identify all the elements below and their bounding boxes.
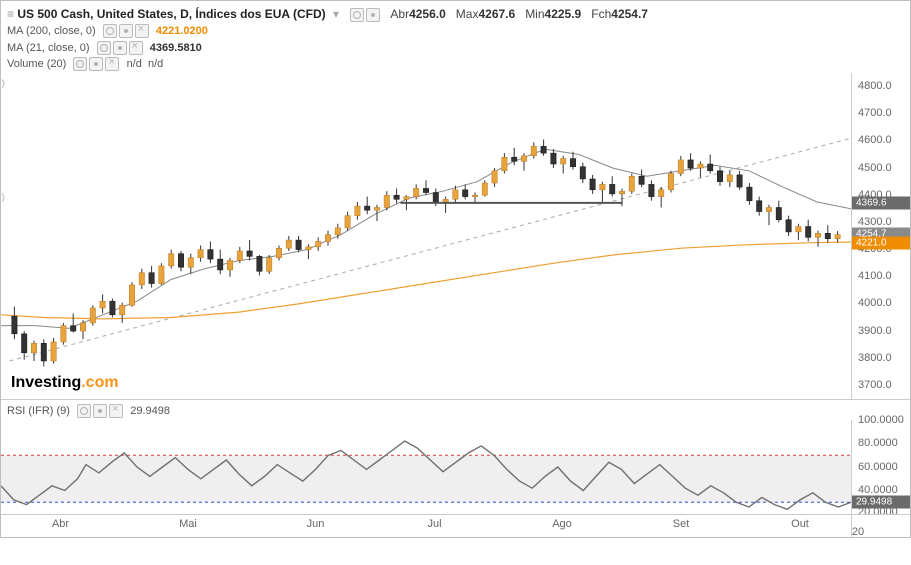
- menu-icon[interactable]: ≡: [7, 7, 14, 21]
- rsi-header: RSI (IFR) (9) 29.9498: [1, 399, 910, 420]
- indicator-volume-label: Volume (20): [7, 58, 66, 70]
- chart-header: ≡ US 500 Cash, United States, D, Índices…: [1, 1, 910, 73]
- main-chart-row: Investing.com 3700.0 3800.0 3900.0 4000.0 41…: [1, 73, 910, 399]
- investing-logo: Investing.com: [11, 373, 131, 393]
- rsi-ytick: 80.0000: [858, 437, 898, 449]
- rsi-ytick: 40.0000: [858, 484, 898, 496]
- indicator-ma21-value: 4369.5810: [150, 42, 202, 54]
- indicator-ma21-label: MA (21, close, 0): [7, 42, 90, 54]
- close-icon[interactable]: [109, 404, 123, 418]
- gear-icon[interactable]: [93, 404, 107, 418]
- symbol-title: US 500 Cash, United States, D, Índices d…: [17, 7, 325, 21]
- ytick: 4700.0: [858, 107, 892, 119]
- xtick: Jul: [427, 518, 441, 530]
- indicator-volume-value: n/d: [127, 58, 142, 70]
- close-icon[interactable]: [135, 24, 149, 38]
- price-pill: 4369.6: [852, 197, 910, 210]
- title-line: ≡ US 500 Cash, United States, D, Índices…: [7, 5, 904, 23]
- xtick: Ago: [552, 518, 572, 530]
- xtick: Abr: [52, 518, 69, 530]
- rsi-chart-row: 40.000060.000080.0000100.000020.000029.9…: [1, 420, 910, 514]
- rsi-pill: 29.9498: [852, 495, 910, 508]
- rsi-label: RSI (IFR) (9): [7, 404, 70, 416]
- xtick: Out: [791, 518, 809, 530]
- xaxis-right-label: 20: [852, 526, 864, 538]
- gear-icon[interactable]: [366, 8, 380, 22]
- gear-icon[interactable]: [119, 24, 133, 38]
- ohlc-open: 4256.0: [409, 7, 446, 21]
- ohlc-close-label: Fch: [591, 7, 611, 21]
- price-pill: 4221.0: [852, 237, 910, 250]
- price-yaxis: 3700.03800.03900.04000.04100.04200.04300…: [851, 73, 910, 399]
- indicator-ma200-label: MA (200, close, 0): [7, 25, 96, 37]
- logo-text-b: .com: [81, 374, 118, 392]
- ytick: 4600.0: [858, 134, 892, 146]
- gear-icon[interactable]: [89, 57, 103, 71]
- ohlc-open-label: Abr: [390, 7, 409, 21]
- chart-frame: ≡ US 500 Cash, United States, D, Índices…: [0, 0, 911, 538]
- xtick: Set: [673, 518, 690, 530]
- xtick: Jun: [307, 518, 325, 530]
- eye-icon[interactable]: [77, 404, 91, 418]
- indicator-volume-value2: n/d: [148, 58, 163, 70]
- eye-icon[interactable]: [73, 57, 87, 71]
- time-xaxis: Abr Mai Jun Jul Ago Set Out 20: [1, 514, 910, 537]
- rsi-value: 29.9498: [130, 404, 170, 416]
- gear-icon[interactable]: [113, 41, 127, 55]
- ytick: 3700.0: [858, 379, 892, 391]
- ytick: 3800.0: [858, 352, 892, 364]
- close-icon[interactable]: [105, 57, 119, 71]
- rsi-yaxis: 40.000060.000080.0000100.000020.000029.9…: [851, 420, 910, 514]
- ohlc-high: 4267.6: [478, 7, 515, 21]
- ytick: 4100.0: [858, 270, 892, 282]
- ytick: 4300.0: [858, 216, 892, 228]
- ytick: 3900.0: [858, 325, 892, 337]
- ytick: 4000.0: [858, 297, 892, 309]
- xtick: Mai: [179, 518, 197, 530]
- ohlc-low: 4225.9: [545, 7, 582, 21]
- indicator-ma200-value: 4221.0200: [156, 25, 208, 37]
- indicator-ma21: MA (21, close, 0) 4369.5810: [7, 40, 904, 57]
- ohlc-high-label: Max: [456, 7, 479, 21]
- eye-icon[interactable]: [350, 8, 364, 22]
- rsi-ytick: 100.0000: [858, 414, 904, 426]
- indicator-volume: Volume (20) n/d n/d: [7, 56, 904, 73]
- price-chart[interactable]: Investing.com: [1, 73, 851, 399]
- indicator-ma200: MA (200, close, 0) 4221.0200: [7, 23, 904, 40]
- rsi-chart[interactable]: [1, 420, 851, 514]
- ohlc-close: 4254.7: [611, 7, 648, 21]
- eye-icon[interactable]: [97, 41, 111, 55]
- ytick: 4500.0: [858, 162, 892, 174]
- logo-text-a: Investing: [11, 374, 81, 392]
- close-icon[interactable]: [129, 41, 143, 55]
- eye-icon[interactable]: [103, 24, 117, 38]
- ohlc-low-label: Min: [525, 7, 544, 21]
- ytick: 4800.0: [858, 80, 892, 92]
- rsi-ytick: 60.0000: [858, 461, 898, 473]
- chevron-down-icon[interactable]: ▾: [333, 5, 339, 23]
